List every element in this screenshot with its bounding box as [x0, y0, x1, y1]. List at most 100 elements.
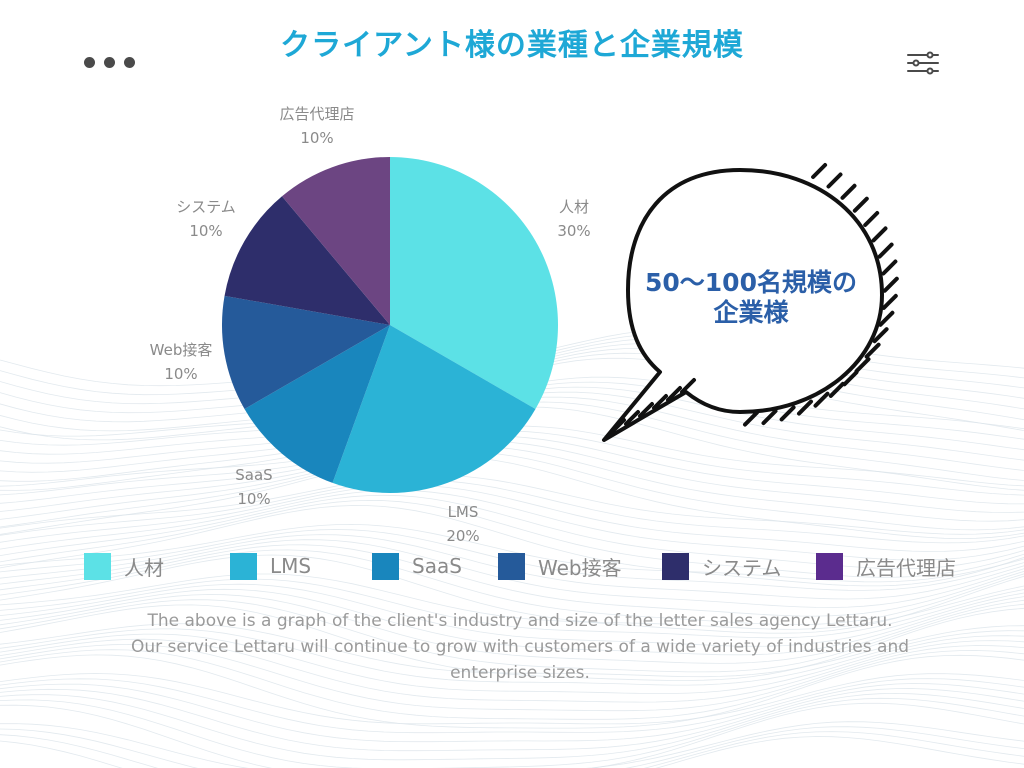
wave-line: [0, 544, 1024, 617]
caption-line-3: enterprise sizes.: [450, 663, 590, 683]
wave-line: [0, 499, 1024, 578]
bubble-hatch-stroke: [863, 211, 880, 227]
slice-value-label: 20%: [446, 527, 480, 545]
slice-value-label: 30%: [557, 222, 591, 240]
wave-line: [0, 455, 1024, 540]
pie-slice-2: [244, 325, 390, 483]
bubble-hatch-stroke: [852, 196, 869, 213]
slice-category-label: Web接客: [149, 341, 213, 359]
slice-label: システム 10%: [176, 195, 236, 243]
wave-line: [0, 474, 1024, 535]
slice-value-label: 10%: [189, 222, 223, 240]
wave-line: [0, 573, 1024, 630]
bubble-hatch-stroke: [826, 172, 843, 189]
wave-line: [0, 654, 1024, 729]
wave-line: [0, 445, 1024, 522]
callout-line-1: 50〜100名規模の: [645, 268, 857, 297]
chart-legend: 人材 LMS SaaS Web接客 システム 広告代理店: [84, 550, 984, 582]
bubble-hatch-stroke: [840, 183, 857, 200]
pie-slice-0: [390, 157, 558, 409]
pie-slice-3: [221, 295, 390, 409]
legend-item-system: システム: [662, 550, 781, 582]
wave-line: [0, 678, 1024, 734]
wave-line: [0, 736, 1024, 768]
wave-line: [0, 604, 1024, 681]
slice-category-label: SaaS: [235, 466, 273, 484]
bubble-hatch-stroke: [854, 357, 871, 374]
bubble-hatch-stroke: [864, 342, 881, 359]
wave-line: [0, 583, 1024, 647]
page-title: クライアント様の業種と企業規模: [280, 28, 744, 63]
wave-line: [0, 649, 1024, 720]
bubble-hatch-stroke: [871, 226, 888, 243]
legend-swatch: [816, 552, 843, 580]
wave-line: [0, 578, 1024, 639]
slice-value-label: 10%: [237, 490, 271, 508]
caption-text: The above is a graph of the client's ind…: [90, 608, 950, 686]
callout-line-2: 企業様: [713, 298, 789, 327]
slice-label: SaaS 10%: [235, 463, 272, 511]
wave-line: [0, 523, 1024, 583]
wave-line: [0, 494, 1024, 570]
bubble-hatch-stroke: [624, 410, 640, 426]
wave-line: [0, 588, 1024, 656]
wave-line: [0, 692, 1024, 761]
legend-label: Web接客: [538, 555, 622, 580]
wave-line: [0, 702, 1024, 768]
wave-line: [0, 731, 1024, 768]
slice-value-label: 10%: [300, 129, 334, 147]
pie-slice-4: [224, 196, 390, 325]
legend-label: 人材: [124, 555, 164, 580]
wave-line: [0, 484, 1024, 552]
slice-value-label: 10%: [164, 365, 198, 383]
bubble-hatch-stroke: [828, 381, 845, 398]
bubble-hatch-stroke: [610, 418, 626, 434]
bubble-hatch-stroke: [761, 409, 778, 426]
dot: [84, 57, 95, 68]
legend-swatch: [498, 552, 525, 580]
bubble-hatch-stroke: [638, 402, 654, 418]
slice-category-label: システム: [176, 198, 236, 216]
settings-sliders-icon[interactable]: [906, 51, 940, 75]
slice-label: Web接客 10%: [150, 338, 213, 386]
bubble-hatch-stroke: [881, 259, 898, 276]
dot: [124, 57, 135, 68]
bubble-hatch-stroke: [797, 399, 813, 416]
slice-category-label: LMS: [447, 503, 479, 521]
bubble-hatch-stroke: [882, 276, 899, 293]
slice-label: LMS 20%: [446, 500, 479, 548]
wave-line: [0, 721, 1024, 768]
wave-line: [0, 633, 1024, 695]
bubble-hatch-stroke: [842, 370, 859, 387]
wave-line: [0, 688, 1024, 752]
legend-item-lms: LMS: [230, 550, 311, 582]
bubble-hatch-stroke: [811, 163, 828, 179]
wave-line: [0, 599, 1024, 673]
wave-line: [0, 549, 1024, 625]
legend-label: 広告代理店: [856, 555, 956, 580]
wave-line: [0, 726, 1024, 768]
bubble-hatch-stroke: [779, 405, 796, 422]
caption-line-1: The above is a graph of the client's ind…: [147, 611, 893, 631]
pie-slice-1: [332, 325, 536, 494]
caption-line-2: Our service Lettaru will continue to gro…: [130, 637, 910, 657]
bubble-hatch-stroke: [881, 293, 898, 310]
bubble-hatch-stroke: [872, 327, 889, 344]
wave-line: [0, 440, 1024, 513]
wave-line: [0, 594, 1024, 664]
wave-line: [0, 628, 1024, 686]
bubble-hatch-stroke: [652, 394, 668, 410]
wave-line: [0, 489, 1024, 561]
legend-swatch: [230, 552, 257, 580]
wave-line: [0, 554, 1024, 634]
dot: [104, 57, 115, 68]
wave-line: [0, 450, 1024, 531]
wave-line: [0, 505, 1024, 587]
wave-line: [0, 479, 1024, 544]
wave-line: [0, 539, 1024, 608]
more-dots-icon[interactable]: [84, 57, 135, 68]
legend-label: システム: [702, 555, 782, 580]
wave-line: [0, 623, 1024, 678]
